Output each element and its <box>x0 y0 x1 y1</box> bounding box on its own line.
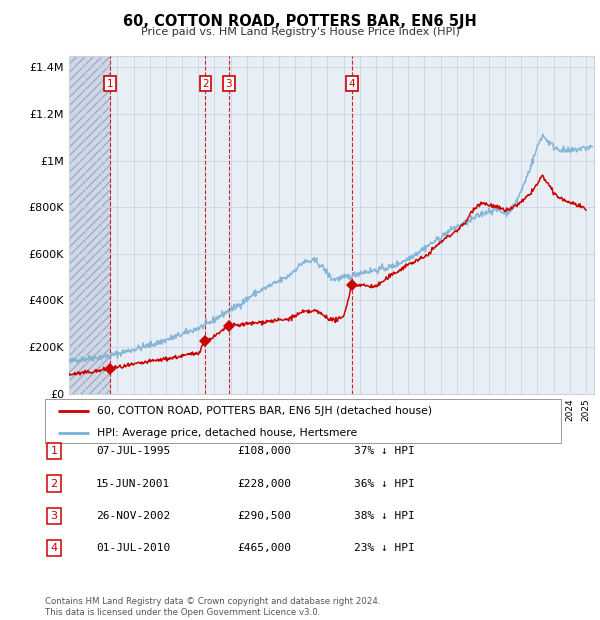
Text: 26-NOV-2002: 26-NOV-2002 <box>96 511 170 521</box>
Text: 3: 3 <box>226 79 232 89</box>
Text: HPI: Average price, detached house, Hertsmere: HPI: Average price, detached house, Hert… <box>97 428 357 438</box>
Text: 07-JUL-1995: 07-JUL-1995 <box>96 446 170 456</box>
Text: 3: 3 <box>50 511 58 521</box>
Text: 60, COTTON ROAD, POTTERS BAR, EN6 5JH: 60, COTTON ROAD, POTTERS BAR, EN6 5JH <box>123 14 477 29</box>
Text: Price paid vs. HM Land Registry's House Price Index (HPI): Price paid vs. HM Land Registry's House … <box>140 27 460 37</box>
Text: 23% ↓ HPI: 23% ↓ HPI <box>354 543 415 553</box>
Text: 2: 2 <box>202 79 209 89</box>
Text: 1: 1 <box>50 446 58 456</box>
Text: 4: 4 <box>50 543 58 553</box>
Text: 36% ↓ HPI: 36% ↓ HPI <box>354 479 415 489</box>
Bar <box>69 56 110 394</box>
Text: £228,000: £228,000 <box>237 479 291 489</box>
Text: 01-JUL-2010: 01-JUL-2010 <box>96 543 170 553</box>
Text: 60, COTTON ROAD, POTTERS BAR, EN6 5JH (detached house): 60, COTTON ROAD, POTTERS BAR, EN6 5JH (d… <box>97 405 432 416</box>
Text: 1: 1 <box>106 79 113 89</box>
Text: £465,000: £465,000 <box>237 543 291 553</box>
Text: 38% ↓ HPI: 38% ↓ HPI <box>354 511 415 521</box>
Text: 37% ↓ HPI: 37% ↓ HPI <box>354 446 415 456</box>
Text: 15-JUN-2001: 15-JUN-2001 <box>96 479 170 489</box>
Bar <box>69 56 110 394</box>
Text: £290,500: £290,500 <box>237 511 291 521</box>
Text: Contains HM Land Registry data © Crown copyright and database right 2024.
This d: Contains HM Land Registry data © Crown c… <box>45 598 380 617</box>
Text: 2: 2 <box>50 479 58 489</box>
Text: £108,000: £108,000 <box>237 446 291 456</box>
Text: 4: 4 <box>349 79 355 89</box>
